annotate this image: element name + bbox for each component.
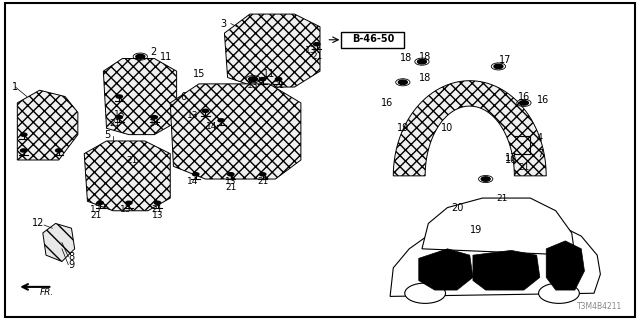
Circle shape	[539, 283, 579, 303]
Polygon shape	[43, 223, 75, 261]
Text: 14: 14	[206, 122, 218, 131]
Text: 15: 15	[193, 69, 205, 79]
Text: 21: 21	[311, 52, 323, 61]
Circle shape	[259, 173, 266, 176]
Text: 1: 1	[12, 82, 19, 92]
Text: 21: 21	[273, 81, 284, 90]
Text: 21: 21	[225, 183, 236, 192]
Text: 17: 17	[499, 55, 511, 65]
Polygon shape	[394, 81, 546, 176]
Circle shape	[494, 64, 503, 69]
Text: 3: 3	[220, 19, 226, 28]
Text: 13: 13	[305, 46, 316, 55]
Text: 21: 21	[496, 194, 508, 203]
Text: 8: 8	[68, 252, 74, 262]
Polygon shape	[473, 251, 540, 290]
Text: 13: 13	[90, 205, 102, 214]
Text: 16: 16	[537, 95, 549, 105]
Circle shape	[520, 101, 529, 105]
Text: 16: 16	[381, 98, 393, 108]
Text: 16: 16	[518, 92, 530, 101]
Circle shape	[136, 54, 145, 59]
FancyBboxPatch shape	[341, 32, 404, 48]
Polygon shape	[84, 141, 170, 211]
Text: 21: 21	[518, 164, 529, 172]
Text: 18: 18	[419, 73, 431, 83]
Circle shape	[398, 80, 407, 84]
Polygon shape	[17, 90, 78, 160]
Text: 5: 5	[105, 130, 111, 140]
Polygon shape	[225, 14, 320, 87]
Circle shape	[125, 201, 132, 204]
Text: 10: 10	[442, 123, 454, 133]
Circle shape	[20, 149, 27, 152]
Text: 13: 13	[113, 109, 125, 118]
Text: 2: 2	[150, 47, 156, 57]
Polygon shape	[422, 198, 575, 255]
Text: 11: 11	[159, 52, 172, 62]
Circle shape	[154, 201, 161, 204]
Text: 13: 13	[247, 81, 259, 90]
Text: 21: 21	[152, 205, 163, 214]
Text: 17: 17	[505, 153, 517, 164]
Circle shape	[193, 173, 199, 176]
Text: 11: 11	[263, 69, 275, 79]
Circle shape	[218, 119, 225, 122]
Polygon shape	[419, 249, 473, 290]
Text: 13: 13	[187, 111, 198, 120]
Text: B-46-50: B-46-50	[352, 35, 394, 44]
Circle shape	[228, 173, 234, 176]
Polygon shape	[390, 219, 600, 296]
Text: 21: 21	[257, 177, 268, 186]
Text: 21: 21	[90, 211, 101, 220]
Text: FR.: FR.	[40, 288, 54, 298]
Text: 10: 10	[505, 155, 517, 165]
Text: 18: 18	[400, 53, 412, 63]
Text: 12: 12	[31, 219, 44, 228]
Text: 7: 7	[537, 149, 543, 159]
Polygon shape	[546, 241, 584, 290]
Circle shape	[404, 283, 445, 303]
Circle shape	[314, 43, 320, 46]
Circle shape	[116, 116, 122, 119]
Text: 21: 21	[126, 156, 138, 164]
Text: 20: 20	[451, 203, 463, 212]
Circle shape	[116, 95, 122, 98]
Circle shape	[481, 177, 490, 181]
Text: 13: 13	[225, 177, 237, 186]
Circle shape	[248, 77, 257, 81]
Circle shape	[417, 60, 426, 64]
Text: 13: 13	[120, 205, 131, 214]
Circle shape	[151, 116, 157, 119]
Text: T3M4B4211: T3M4B4211	[577, 302, 623, 311]
Circle shape	[275, 77, 282, 81]
Circle shape	[202, 109, 209, 112]
Text: 4: 4	[537, 133, 543, 143]
Text: 13: 13	[152, 211, 163, 220]
Polygon shape	[103, 59, 177, 135]
Text: 19: 19	[470, 225, 483, 235]
Circle shape	[97, 201, 103, 204]
Text: 9: 9	[68, 260, 74, 270]
Text: 19: 19	[397, 123, 409, 133]
Text: 18: 18	[419, 52, 431, 62]
Circle shape	[20, 133, 27, 136]
Text: 6: 6	[180, 92, 186, 101]
Polygon shape	[170, 84, 301, 179]
Text: 21: 21	[109, 119, 120, 128]
Text: 14: 14	[148, 119, 160, 128]
Circle shape	[259, 77, 266, 81]
Text: 14: 14	[187, 177, 198, 186]
Circle shape	[56, 149, 62, 152]
